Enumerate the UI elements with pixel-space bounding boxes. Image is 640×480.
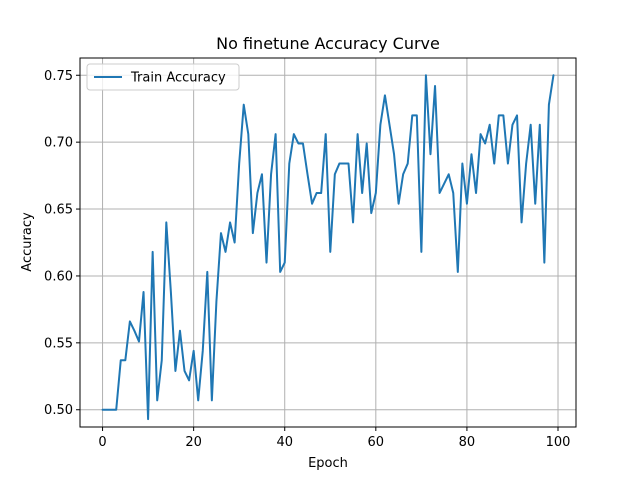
axes-frame xyxy=(79,57,577,428)
legend-box xyxy=(86,63,240,91)
x-tick-label: 60 xyxy=(368,435,385,450)
y-axis-label: Accuracy xyxy=(20,212,35,272)
chart-title: No finetune Accuracy Curve xyxy=(216,34,440,53)
x-tick-label: 80 xyxy=(459,435,476,450)
legend: Train Accuracy xyxy=(86,63,240,91)
legend-label: Train Accuracy xyxy=(130,71,226,86)
y-tick-label: 0.55 xyxy=(44,336,73,351)
x-axis-ticks: 0 20 40 60 80 100 xyxy=(98,427,570,450)
plot-area xyxy=(101,74,555,421)
x-tick-label: 0 xyxy=(98,435,106,450)
y-tick-label: 0.50 xyxy=(44,403,73,418)
y-tick-label: 0.60 xyxy=(44,269,73,284)
x-tick-label: 40 xyxy=(276,435,293,450)
y-tick-label: 0.70 xyxy=(44,136,73,151)
series-line-train-accuracy xyxy=(101,74,555,421)
y-tick-label: 0.65 xyxy=(44,203,73,218)
y-tick-label: 0.75 xyxy=(44,69,73,84)
x-axis-label: Epoch xyxy=(308,456,348,471)
y-axis-ticks: 0.50 0.55 0.60 0.65 0.70 0.75 xyxy=(44,69,80,418)
x-tick-label: 100 xyxy=(546,435,571,450)
x-tick-label: 20 xyxy=(185,435,202,450)
